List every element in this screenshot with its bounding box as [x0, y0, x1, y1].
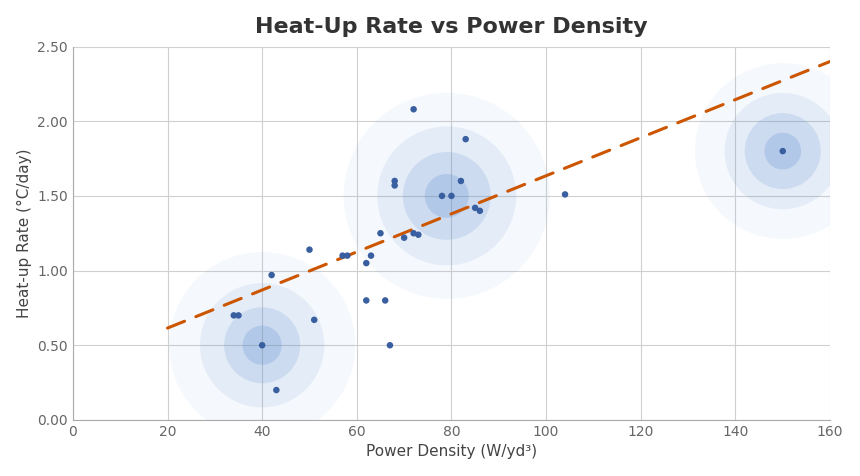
Title: Heat-Up Rate vs Power Density: Heat-Up Rate vs Power Density [255, 17, 648, 37]
Point [303, 246, 316, 254]
Point [378, 297, 392, 304]
Point [558, 190, 572, 198]
Point [383, 341, 396, 349]
Point [269, 386, 283, 394]
Point [435, 192, 449, 200]
Point [458, 135, 472, 143]
Point [468, 204, 482, 212]
Point [255, 341, 269, 349]
Point [473, 207, 487, 215]
Point [776, 147, 789, 155]
Point [359, 297, 373, 304]
Point [411, 231, 425, 238]
Point [776, 147, 789, 155]
Point [445, 192, 458, 200]
Point [388, 182, 402, 189]
Point [255, 341, 269, 349]
Point [364, 252, 378, 259]
Point [407, 106, 421, 113]
Point [265, 271, 279, 279]
Point [341, 252, 354, 259]
X-axis label: Power Density (W/yd³): Power Density (W/yd³) [366, 444, 537, 459]
Point [373, 229, 387, 237]
Point [359, 259, 373, 267]
Point [776, 147, 789, 155]
Point [255, 341, 269, 349]
Point [231, 312, 245, 319]
Point [439, 192, 453, 200]
Point [397, 234, 411, 241]
Point [388, 177, 402, 185]
Point [227, 312, 241, 319]
Point [439, 192, 453, 200]
Y-axis label: Heat-up Rate (°C/day): Heat-up Rate (°C/day) [16, 149, 32, 318]
Point [335, 252, 349, 259]
Point [439, 192, 453, 200]
Point [776, 147, 789, 155]
Point [255, 341, 269, 349]
Point [407, 229, 421, 237]
Point [307, 316, 321, 324]
Point [776, 147, 789, 155]
Point [454, 177, 468, 185]
Point [255, 341, 269, 349]
Point [439, 192, 453, 200]
